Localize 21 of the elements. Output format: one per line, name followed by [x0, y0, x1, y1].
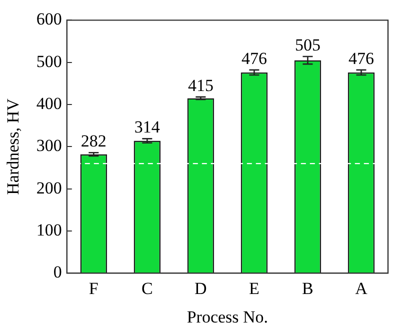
y-tick-label: 200 [36, 178, 62, 198]
x-tick-label: C [142, 278, 153, 298]
data-label: 505 [294, 35, 320, 54]
data-label: 476 [348, 48, 374, 68]
data-label: 476 [241, 48, 267, 68]
data-label: 415 [188, 76, 214, 95]
y-tick-label: 500 [36, 52, 62, 71]
x-tick-label: B [302, 278, 314, 298]
y-tick-label: 100 [36, 220, 62, 240]
y-axis-title: Hardness, HV [4, 98, 23, 195]
x-tick-label: F [88, 278, 98, 298]
y-tick-label: 600 [36, 10, 62, 29]
y-tick-label: 300 [36, 136, 62, 156]
x-tick-label: D [194, 278, 207, 298]
data-label: 282 [80, 132, 106, 151]
y-tick-label: 400 [36, 94, 62, 113]
y-tick-label: 0 [53, 262, 62, 282]
x-tick-label: A [355, 278, 368, 298]
data-label: 314 [134, 118, 160, 137]
x-tick-label: E [249, 278, 260, 298]
x-axis-title: Process No. [186, 307, 268, 326]
